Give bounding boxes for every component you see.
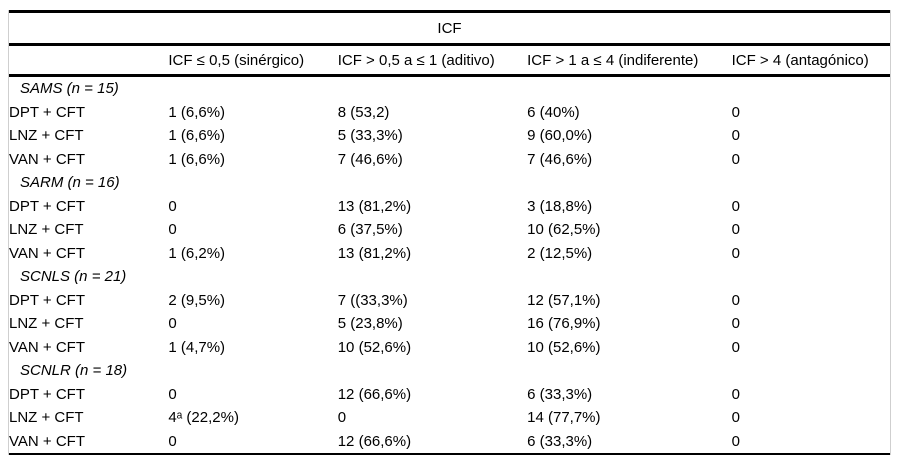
value-cell: 0 bbox=[731, 385, 740, 403]
value-cell: 0 bbox=[731, 429, 890, 455]
table-spanner-row: ICF bbox=[9, 10, 890, 46]
value-cell: 5 (33,3%) bbox=[337, 127, 403, 145]
value-cell: 0 bbox=[168, 197, 177, 215]
group-label: SCNLR (n = 18) bbox=[20, 362, 128, 380]
table-title: ICF bbox=[9, 10, 890, 46]
table-row: VAN + CFT 1 (4,7%) 10 (52,6%) 10 (52,6%)… bbox=[9, 336, 890, 360]
group-row-scnlr: SCNLR (n = 18) bbox=[9, 359, 890, 383]
table-row: VAN + CFT 1 (6,2%) 13 (81,2%) 2 (12,5%) … bbox=[9, 242, 890, 266]
value-cell: 1 (6,6%) bbox=[168, 127, 226, 145]
value-cell: 14 (77,7%) bbox=[527, 409, 601, 427]
header-aditivo: ICF > 0,5 a ≤ 1 (aditivo) bbox=[337, 44, 528, 77]
row-label: DPT + CFT bbox=[9, 197, 85, 215]
group-row-sarm: SARM (n = 16) bbox=[9, 171, 890, 195]
group-row-scnls: SCNLS (n = 21) bbox=[9, 265, 890, 289]
value-cell: 7 ((33,3%) bbox=[337, 291, 408, 309]
row-label: VAN + CFT bbox=[9, 150, 85, 168]
value-cell: 0 bbox=[731, 150, 740, 168]
group-label: SAMS (n = 15) bbox=[20, 80, 119, 98]
value-cell: 6 (33,3%) bbox=[527, 385, 593, 403]
value-cell: 10 (52,6%) bbox=[527, 338, 601, 356]
value-cell: 0 bbox=[731, 197, 740, 215]
value-cell: 6 (33,3%) bbox=[527, 429, 732, 455]
row-label: VAN + CFT bbox=[9, 338, 85, 356]
value-cell: 1 (6,6%) bbox=[168, 150, 226, 168]
header-empty-cell bbox=[9, 44, 169, 77]
value-cell: 5 (23,8%) bbox=[337, 315, 403, 333]
value-cell: 6 (40%) bbox=[527, 103, 580, 121]
value-cell: 13 (81,2%) bbox=[337, 244, 412, 262]
table-row: VAN + CFT 1 (6,6%) 7 (46,6%) 7 (46,6%) 0 bbox=[9, 148, 890, 172]
group-label: SCNLS (n = 21) bbox=[20, 268, 127, 286]
header-sinergico: ICF ≤ 0,5 (sinérgico) bbox=[168, 44, 338, 77]
value-cell: 0 bbox=[168, 385, 177, 403]
value-cell: 0 bbox=[731, 244, 740, 262]
value-cell: 12 (66,6%) bbox=[337, 385, 412, 403]
row-label: LNZ + CFT bbox=[9, 315, 84, 333]
value-cell: 0 bbox=[731, 315, 740, 333]
value-cell: 0 bbox=[731, 291, 740, 309]
value-cell: 0 bbox=[337, 409, 347, 427]
value-cell: 0 bbox=[731, 338, 740, 356]
value-cell: 2 (9,5%) bbox=[168, 291, 226, 309]
value-cell: 10 (52,6%) bbox=[337, 338, 412, 356]
table-row: LNZ + CFT 0 5 (23,8%) 16 (76,9%) 0 bbox=[9, 312, 890, 336]
value-cell: 0 bbox=[731, 221, 740, 239]
value-cell: 0 bbox=[168, 429, 338, 455]
value-cell: 0 bbox=[168, 315, 177, 333]
icf-table: ICF ICF ≤ 0,5 (sinérgico) ICF > 0,5 a ≤ … bbox=[9, 10, 890, 455]
row-label: LNZ + CFT bbox=[9, 221, 84, 239]
table-row: DPT + CFT 0 13 (81,2%) 3 (18,8%) 0 bbox=[9, 195, 890, 219]
value-cell-footnoted: 4ᵃ (22,2%) bbox=[168, 409, 239, 427]
value-cell: 1 (4,7%) bbox=[168, 338, 226, 356]
table-row: LNZ + CFT 1 (6,6%) 5 (33,3%) 9 (60,0%) 0 bbox=[9, 124, 890, 148]
value-cell: 7 (46,6%) bbox=[527, 150, 593, 168]
row-label: LNZ + CFT bbox=[9, 127, 84, 145]
row-label: VAN + CFT bbox=[9, 429, 169, 455]
value-cell: 10 (62,5%) bbox=[527, 221, 601, 239]
header-antagonico: ICF > 4 (antagónico) bbox=[731, 44, 890, 77]
value-cell: 0 bbox=[731, 127, 740, 145]
value-cell: 1 (6,2%) bbox=[168, 244, 226, 262]
row-label: DPT + CFT bbox=[9, 291, 85, 309]
value-cell: 0 bbox=[168, 221, 177, 239]
row-label: LNZ + CFT bbox=[9, 409, 84, 427]
row-label: VAN + CFT bbox=[9, 244, 85, 262]
value-cell: 1 (6,6%) bbox=[168, 103, 226, 121]
header-indiferente: ICF > 1 a ≤ 4 (indiferente) bbox=[527, 44, 732, 77]
table-row: VAN + CFT 0 12 (66,6%) 6 (33,3%) 0 bbox=[9, 429, 890, 455]
table-header-row: ICF ≤ 0,5 (sinérgico) ICF > 0,5 a ≤ 1 (a… bbox=[9, 44, 890, 77]
table-row: DPT + CFT 1 (6,6%) 8 (53,2) 6 (40%) 0 bbox=[9, 101, 890, 125]
value-cell: 2 (12,5%) bbox=[527, 244, 593, 262]
value-cell: 7 (46,6%) bbox=[337, 150, 403, 168]
value-cell: 6 (37,5%) bbox=[337, 221, 403, 239]
icf-table-container: ICF ICF ≤ 0,5 (sinérgico) ICF > 0,5 a ≤ … bbox=[8, 10, 891, 455]
table-row: LNZ + CFT 4ᵃ (22,2%) 0 14 (77,7%) 0 bbox=[9, 406, 890, 430]
row-label: DPT + CFT bbox=[9, 103, 85, 121]
value-cell: 0 bbox=[731, 409, 740, 427]
value-cell: 9 (60,0%) bbox=[527, 127, 593, 145]
value-cell: 8 (53,2) bbox=[337, 103, 390, 121]
table-row: DPT + CFT 2 (9,5%) 7 ((33,3%) 12 (57,1%)… bbox=[9, 289, 890, 313]
value-cell: 13 (81,2%) bbox=[337, 197, 412, 215]
value-cell: 12 (57,1%) bbox=[527, 291, 601, 309]
value-cell: 0 bbox=[731, 103, 740, 121]
table-row: DPT + CFT 0 12 (66,6%) 6 (33,3%) 0 bbox=[9, 383, 890, 407]
value-cell: 3 (18,8%) bbox=[527, 197, 593, 215]
value-cell: 16 (76,9%) bbox=[527, 315, 601, 333]
group-row-sams: SAMS (n = 15) bbox=[9, 76, 890, 101]
table-row: LNZ + CFT 0 6 (37,5%) 10 (62,5%) 0 bbox=[9, 218, 890, 242]
group-label: SARM (n = 16) bbox=[20, 174, 120, 192]
row-label: DPT + CFT bbox=[9, 385, 85, 403]
value-cell: 12 (66,6%) bbox=[337, 429, 528, 455]
